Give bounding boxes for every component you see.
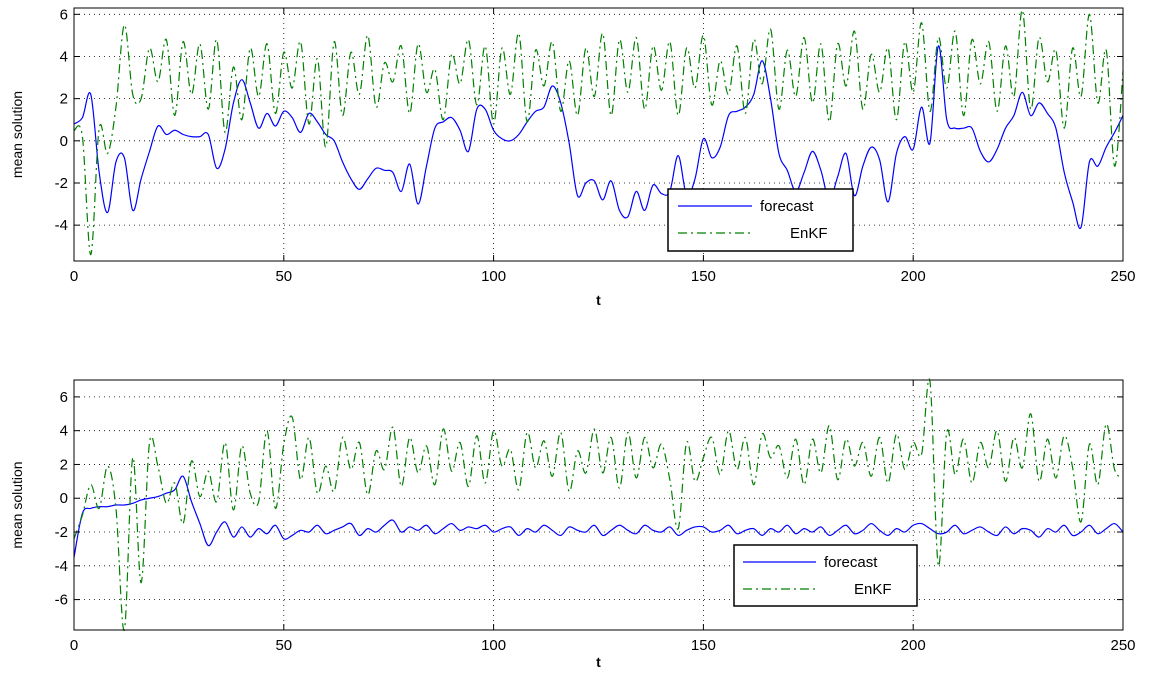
top-xtick-label: 200 [901, 268, 926, 285]
bottom-enkf-line [73, 378, 1124, 631]
top-xtick-label: 150 [691, 268, 716, 285]
top-plot-frame [73, 7, 1124, 262]
bottom-series-enkf [73, 378, 1124, 631]
top-ytick-label: -2 [55, 175, 68, 192]
bottom-grid [74, 380, 1123, 630]
bottom-ylabel: mean solution [9, 461, 25, 548]
bottom-ytick-label: -4 [55, 558, 68, 575]
bottom-chart: 0 50 100 150 200 250 -6 -4 -2 0 2 4 6 t mean solutio… [9, 378, 1136, 670]
top-forecast-line [73, 45, 1124, 230]
top-xtick-label: 250 [1110, 268, 1135, 285]
top-ytick-label: 0 [60, 133, 68, 150]
bottom-ytick-label: 0 [60, 490, 68, 507]
bottom-plot-frame [73, 379, 1124, 631]
bottom-ytick-label: -6 [55, 592, 68, 609]
bottom-forecast-line [73, 475, 1124, 558]
bottom-xtick-label: 150 [691, 637, 716, 654]
bottom-xtick-label: 250 [1110, 637, 1135, 654]
bottom-xtick-label: 0 [70, 637, 78, 654]
top-series-enkf [73, 9, 1124, 256]
bottom-legend-enkf-label: EnKF [854, 581, 892, 598]
bottom-ytick-label: 6 [60, 389, 68, 406]
bottom-xtick-label: 200 [901, 637, 926, 654]
top-xtick-label: 100 [481, 268, 506, 285]
bottom-legend-box [733, 544, 918, 607]
top-legend-box [667, 188, 854, 252]
top-ytick-label: -4 [55, 217, 68, 234]
bottom-legend: forecast EnKF [733, 544, 918, 607]
bottom-series-forecast [73, 475, 1124, 558]
bottom-ytick-label: -2 [55, 524, 68, 541]
top-ytick-label: 2 [60, 91, 68, 108]
bottom-ytick-label: 4 [60, 423, 68, 440]
bottom-xtick-label: 50 [275, 637, 292, 654]
top-ytick-label: 4 [60, 48, 68, 65]
top-xtick-label: 50 [275, 268, 292, 285]
top-ticks: 0 50 100 150 200 250 -4 -2 0 2 4 6 [55, 6, 1136, 285]
top-legend-enkf-label: EnKF [790, 225, 828, 242]
bottom-ticks: 0 50 100 150 200 250 -6 -4 -2 0 2 4 6 [55, 380, 1136, 654]
top-legend-forecast-label: forecast [760, 198, 814, 215]
top-xlabel: t [596, 292, 601, 308]
bottom-legend-forecast-label: forecast [824, 554, 878, 571]
top-legend: forecast EnKF [667, 188, 854, 252]
bottom-ytick-label: 2 [60, 456, 68, 473]
top-ytick-label: 6 [60, 6, 68, 23]
top-series-forecast [73, 45, 1124, 230]
top-enkf-line [73, 9, 1124, 256]
top-xtick-label: 0 [70, 268, 78, 285]
bottom-xlabel: t [596, 654, 601, 670]
bottom-xtick-label: 100 [481, 637, 506, 654]
top-ylabel: mean solution [9, 91, 25, 178]
